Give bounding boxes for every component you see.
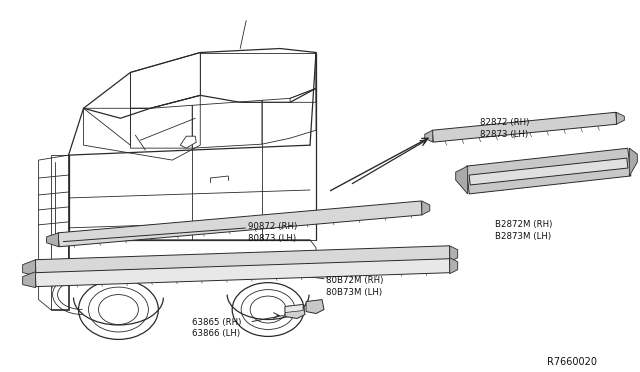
Polygon shape [466, 148, 631, 194]
Polygon shape [285, 305, 303, 312]
Polygon shape [456, 166, 468, 194]
Polygon shape [35, 259, 450, 286]
Text: 90872 (RH): 90872 (RH) [248, 222, 298, 231]
Text: B2872M (RH): B2872M (RH) [495, 220, 552, 229]
Text: 63865 (RH): 63865 (RH) [192, 318, 242, 327]
Text: 80873 (LH): 80873 (LH) [248, 234, 296, 243]
Polygon shape [432, 112, 617, 142]
Polygon shape [450, 258, 458, 274]
Text: 80B73M (LH): 80B73M (LH) [326, 288, 382, 296]
Polygon shape [285, 305, 305, 318]
Text: 63866 (LH): 63866 (LH) [192, 330, 241, 339]
Polygon shape [469, 158, 628, 185]
Text: 80B72M (RH): 80B72M (RH) [326, 276, 383, 285]
Polygon shape [450, 246, 458, 262]
Polygon shape [35, 246, 450, 276]
Text: 82872 (RH): 82872 (RH) [479, 118, 529, 127]
Polygon shape [629, 148, 637, 176]
Polygon shape [306, 299, 324, 314]
Polygon shape [616, 112, 625, 124]
Polygon shape [47, 233, 59, 247]
Polygon shape [22, 260, 36, 276]
Text: R7660020: R7660020 [547, 357, 597, 368]
Text: B2873M (LH): B2873M (LH) [495, 232, 551, 241]
Polygon shape [22, 272, 36, 288]
Polygon shape [180, 136, 196, 148]
Polygon shape [58, 201, 422, 247]
Text: 82873 (LH): 82873 (LH) [479, 130, 528, 139]
Polygon shape [422, 201, 430, 215]
Polygon shape [425, 130, 433, 142]
